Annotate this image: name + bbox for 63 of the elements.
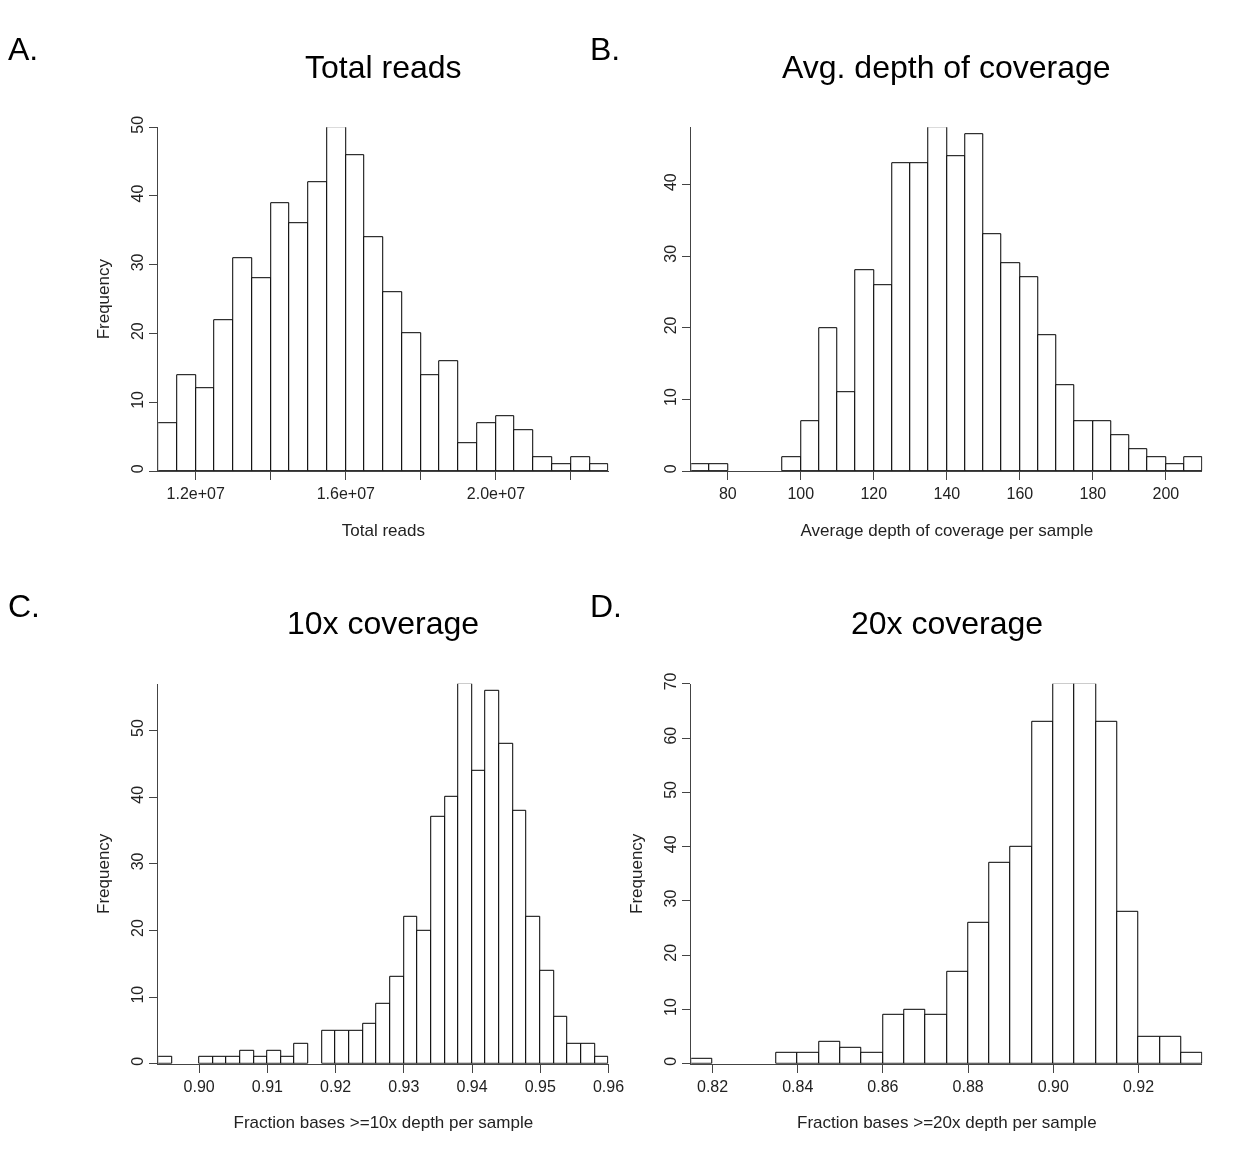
x-axis-title: Average depth of coverage per sample — [800, 520, 1094, 540]
y-tick-label: 70 — [661, 672, 679, 691]
x-tick-label: 180 — [1079, 485, 1107, 503]
text: A. — [8, 31, 39, 67]
y-tick-label: 20 — [661, 316, 679, 335]
x-tick-label: 80 — [718, 485, 737, 503]
x-axis-title: Fraction bases >=10x depth per sample — [233, 1113, 534, 1133]
x-axis-title: Total reads — [341, 520, 425, 540]
x-tick-label: 0.92 — [320, 1077, 352, 1095]
y-tick-label: 50 — [661, 780, 679, 799]
text: B. — [590, 31, 621, 67]
x-tick-label: 140 — [933, 485, 961, 503]
text: D. — [590, 588, 622, 624]
x-tick-label: 0.96 — [592, 1077, 625, 1095]
x-tick-label: 0.82 — [696, 1077, 729, 1095]
y-tick-label: 40 — [128, 184, 146, 203]
y-tick-label: 10 — [128, 985, 146, 1004]
y-tick-label: 40 — [661, 173, 679, 192]
y-tick-label: 30 — [661, 889, 679, 908]
y-tick-label: 50 — [128, 115, 146, 134]
x-tick-label: 120 — [860, 485, 888, 503]
y-tick-label: 0 — [128, 1056, 146, 1066]
y-tick-label: 0 — [661, 1056, 679, 1066]
y-tick-label: 20 — [661, 943, 679, 962]
y-tick-label: 40 — [661, 835, 679, 854]
y-tick-label: 30 — [128, 253, 146, 272]
x-tick-label: 160 — [1006, 485, 1034, 503]
y-tick-label: 0 — [661, 464, 679, 474]
x-tick-label: 0.95 — [524, 1077, 556, 1095]
y-tick-label: 10 — [661, 998, 679, 1016]
x-tick-label: 1.2e+07 — [166, 485, 225, 503]
x-tick-label: 0.84 — [782, 1077, 814, 1095]
y-axis-title: Frequency — [94, 258, 114, 340]
x-tick-label: 0.90 — [183, 1077, 215, 1095]
x-tick-label: 1.6e+07 — [316, 485, 376, 503]
y-tick-label: 20 — [128, 322, 146, 341]
chart-title: Avg. depth of coverage — [782, 49, 1111, 85]
x-tick-label: 0.86 — [867, 1077, 899, 1095]
x-tick-label: 0.88 — [952, 1077, 984, 1095]
y-axis-title: Frequency — [627, 833, 647, 914]
y-tick-label: 30 — [128, 852, 146, 871]
x-tick-label: 0.91 — [251, 1077, 284, 1095]
x-tick-label: 200 — [1152, 485, 1180, 503]
x-tick-label: 0.90 — [1037, 1077, 1069, 1095]
x-tick-label: 2.0e+07 — [466, 485, 526, 503]
y-axis-title: Frequency — [94, 833, 114, 914]
x-tick-label: 100 — [787, 485, 815, 503]
x-tick-label: 0.93 — [388, 1077, 420, 1095]
y-tick-label: 50 — [128, 719, 146, 737]
chart-title: Total reads — [305, 49, 462, 85]
y-tick-label: 0 — [128, 464, 146, 474]
y-tick-label: 40 — [128, 785, 146, 804]
x-axis-title: Fraction bases >=20x depth per sample — [797, 1113, 1097, 1133]
y-tick-label: 30 — [661, 244, 679, 263]
y-tick-label: 10 — [661, 388, 679, 406]
chart-title: 10x coverage — [287, 605, 480, 641]
y-tick-label: 10 — [128, 390, 146, 409]
x-tick-label: 0.92 — [1122, 1077, 1155, 1095]
x-tick-label: 0.94 — [456, 1077, 488, 1095]
chart-title: 20x coverage — [851, 605, 1044, 641]
y-tick-label: 60 — [661, 726, 679, 745]
text: C. — [8, 588, 40, 624]
y-tick-label: 20 — [128, 919, 146, 937]
